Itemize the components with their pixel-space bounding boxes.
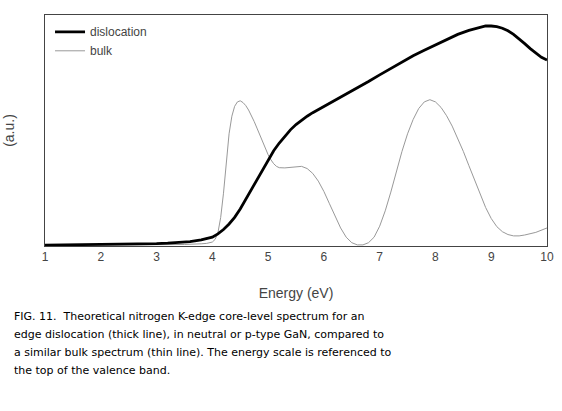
svg-text:8: 8: [432, 250, 439, 264]
svg-text:10: 10: [540, 250, 554, 264]
svg-text:edge dislocation (thick line),: edge dislocation (thick line), in neutra…: [14, 328, 384, 341]
svg-text:FIG. 11. Theoretical nitrogen: FIG. 11. Theoretical nitrogen K-edge cor…: [14, 310, 364, 323]
svg-text:6: 6: [321, 250, 328, 264]
svg-text:9: 9: [488, 250, 495, 264]
svg-text:dislocation: dislocation: [90, 25, 147, 39]
svg-text:4: 4: [209, 250, 216, 264]
svg-text:a similar bulk spectrum (thin: a similar bulk spectrum (thin line). The…: [14, 346, 391, 359]
svg-text:1: 1: [42, 250, 49, 264]
svg-text:the top of the valence band.: the top of the valence band.: [14, 364, 170, 377]
svg-text:2: 2: [97, 250, 104, 264]
svg-text:bulk: bulk: [90, 44, 113, 58]
svg-text:7: 7: [376, 250, 383, 264]
svg-text:Energy (eV): Energy (eV): [259, 285, 334, 301]
svg-text:(a.u.): (a.u.): [1, 114, 17, 147]
svg-text:5: 5: [265, 250, 272, 264]
svg-text:3: 3: [153, 250, 160, 264]
